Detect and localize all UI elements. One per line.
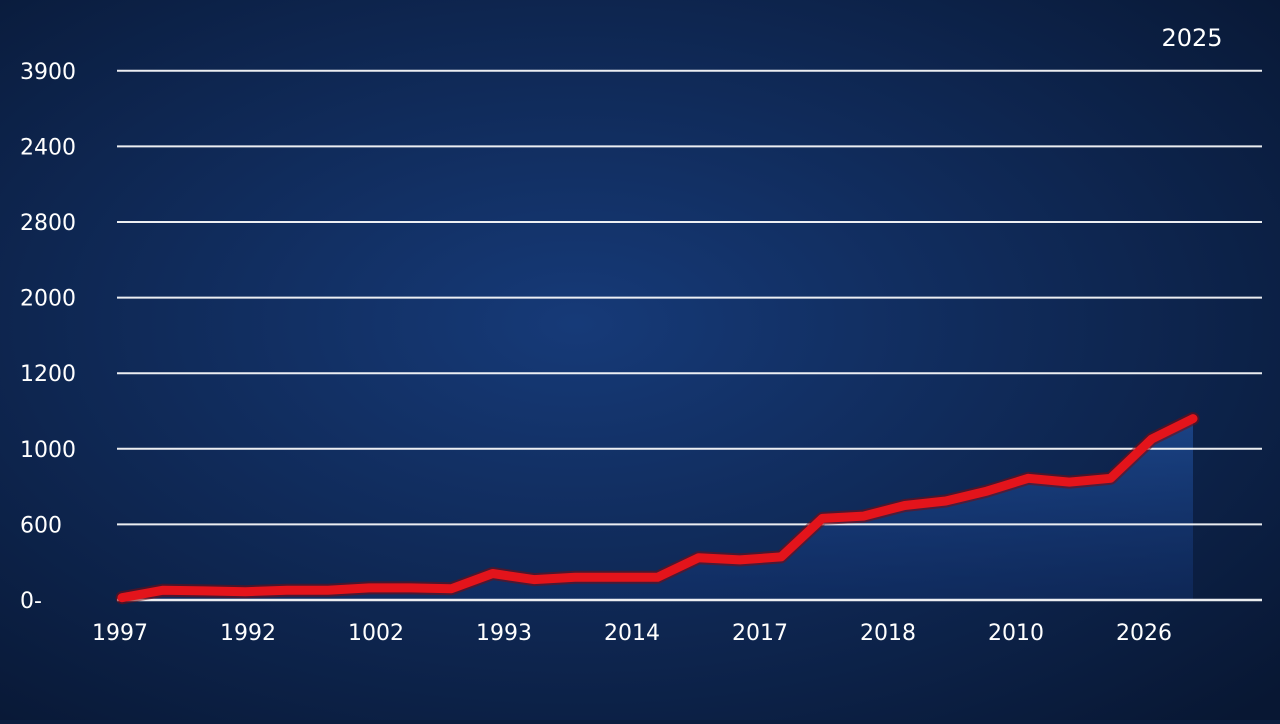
x-tick-label: 1997 [92, 621, 148, 646]
x-tick-label: 2026 [1116, 621, 1172, 646]
y-tick-label: 2400 [20, 135, 76, 160]
x-tick-label: 2018 [860, 621, 916, 646]
y-tick-label: 0- [20, 589, 42, 614]
x-tick-label: 1993 [476, 621, 532, 646]
y-tick-label: 2800 [20, 211, 76, 236]
x-tick-label: 2010 [988, 621, 1044, 646]
x-tick-label: 2017 [732, 621, 788, 646]
y-tick-label: 600 [20, 513, 62, 538]
y-tick-label: 1200 [20, 362, 76, 387]
x-tick-label: 2014 [604, 621, 660, 646]
y-tick-label: 2000 [20, 287, 76, 312]
y-tick-label: 1000 [20, 438, 76, 463]
x-tick-label: 1002 [348, 621, 404, 646]
x-tick-label: 1992 [220, 621, 276, 646]
annotation-label: 2025 [1161, 24, 1222, 52]
y-tick-label: 3900 [20, 60, 76, 85]
